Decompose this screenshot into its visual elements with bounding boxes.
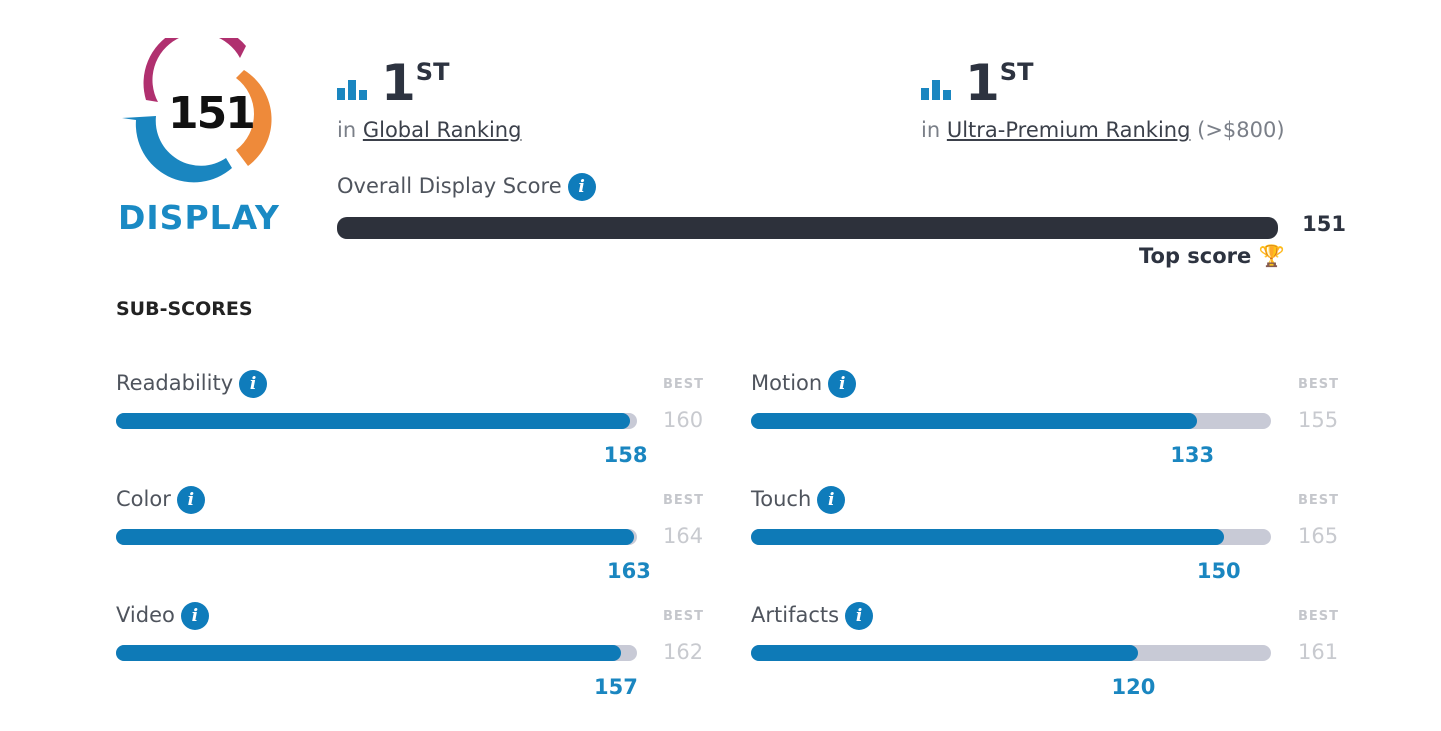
overall-score-bar [337, 217, 1278, 239]
best-value: 155 [1298, 408, 1339, 432]
subscore-bar [751, 529, 1271, 545]
rank-prefix: in [337, 118, 357, 142]
ranking-bars-icon [337, 78, 367, 100]
best-label: BEST [1298, 609, 1340, 624]
subscore-value: 150 [1196, 559, 1241, 583]
overall-score-label: Overall Display Score i [337, 173, 596, 201]
subscore-value: 157 [594, 675, 638, 699]
best-value: 164 [663, 524, 704, 548]
overall-score-fill [337, 217, 1278, 239]
ultra-premium-ranking: 1ST in Ultra-Premium Ranking (>$800) [921, 58, 1285, 142]
subscore-label: Touch i [751, 486, 846, 514]
info-icon[interactable]: i [567, 173, 596, 201]
info-icon[interactable]: i [817, 486, 846, 514]
logo-score: 151 [168, 88, 256, 139]
subscore-bar [751, 645, 1271, 661]
subscore-name: Motion [751, 371, 823, 395]
top-score-badge: Top score 🏆 [1139, 244, 1285, 269]
best-label: BEST [663, 609, 705, 624]
best-value: 165 [1298, 524, 1339, 548]
logo-category: DISPLAY [118, 198, 280, 237]
subscore-label: Artifacts i [751, 602, 874, 630]
overall-score-value: 151 [1302, 212, 1346, 236]
ultra-premium-ranking-link[interactable]: Ultra-Premium Ranking [946, 118, 1191, 142]
ranking-bars-icon [921, 78, 951, 100]
info-icon[interactable]: i [845, 602, 874, 630]
subscore-name: Color [116, 487, 171, 511]
subscore-value: 120 [1111, 675, 1156, 699]
subscore-fill [751, 529, 1224, 545]
subscore-bar [751, 413, 1271, 429]
subscore-label: Motion i [751, 370, 857, 398]
rank-number: 1 [965, 54, 1000, 112]
subscore-fill [116, 645, 621, 661]
rank-prefix: in [921, 118, 941, 142]
info-icon[interactable]: i [239, 370, 268, 398]
best-label: BEST [663, 377, 705, 392]
price-range: (>$800) [1197, 118, 1285, 142]
info-icon[interactable]: i [176, 486, 205, 514]
subscore-bar [116, 413, 637, 429]
subscore-bar [116, 529, 637, 545]
subscore-name: Readability [116, 371, 234, 395]
best-label: BEST [663, 493, 705, 508]
info-icon[interactable]: i [180, 602, 209, 630]
best-value: 161 [1298, 640, 1339, 664]
best-label: BEST [1298, 493, 1340, 508]
global-ranking: 1ST in Global Ranking [337, 58, 521, 142]
subscore-value: 163 [607, 559, 651, 583]
best-value: 162 [663, 640, 704, 664]
best-value: 160 [663, 408, 704, 432]
trophy-icon: 🏆 [1258, 244, 1285, 268]
subscore-bar [116, 645, 637, 661]
subscore-name: Touch [751, 487, 812, 511]
subscore-value: 133 [1170, 443, 1215, 467]
rank-suffix: ST [999, 58, 1034, 86]
top-score-label: Top score [1139, 244, 1252, 268]
overall-label-text: Overall Display Score [337, 174, 562, 198]
global-ranking-link[interactable]: Global Ranking [362, 118, 522, 142]
subscores-title: SUB-SCORES [116, 298, 253, 320]
best-label: BEST [1298, 377, 1340, 392]
subscore-fill [751, 645, 1139, 661]
subscore-fill [116, 529, 634, 545]
subscore-fill [116, 413, 631, 429]
subscore-value: 158 [603, 443, 648, 467]
score-ring-icon [122, 25, 272, 183]
rank-number: 1 [381, 54, 416, 112]
subscore-name: Artifacts [751, 603, 840, 627]
info-icon[interactable]: i [828, 370, 857, 398]
subscore-fill [751, 413, 1198, 429]
rank-suffix: ST [415, 58, 450, 86]
display-score-logo [118, 25, 283, 197]
subscore-label: Color i [116, 486, 205, 514]
subscore-label: Readability i [116, 370, 268, 398]
subscore-name: Video [116, 603, 175, 627]
subscore-label: Video i [116, 602, 209, 630]
